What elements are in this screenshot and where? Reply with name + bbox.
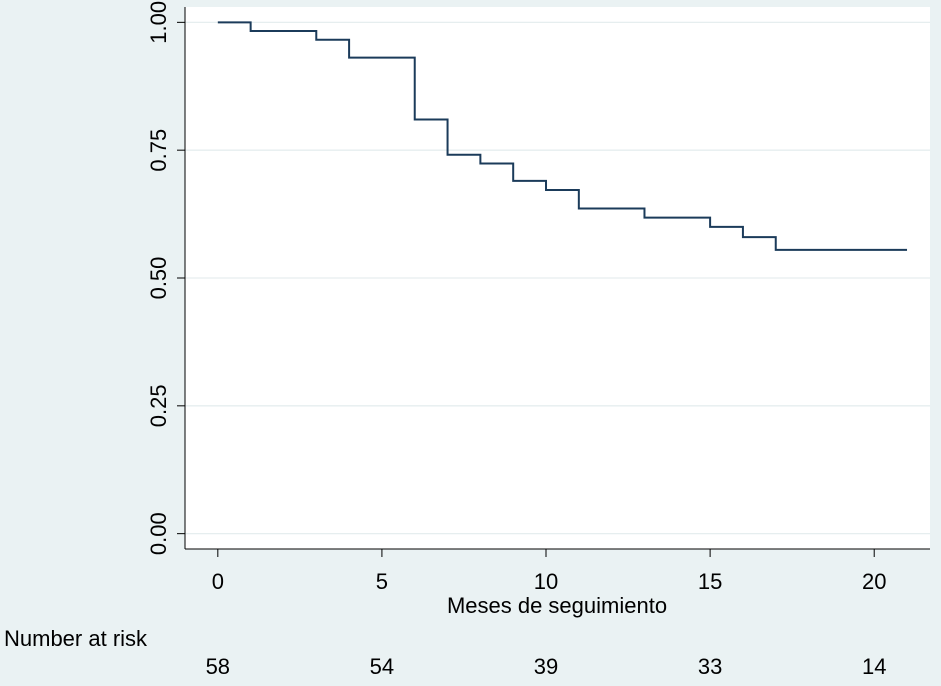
y-tick-label-1: 0.25 (146, 384, 171, 427)
risk-counts: 58 54 39 33 14 (206, 654, 887, 679)
x-tick-label-0: 0 (212, 569, 224, 594)
number-at-risk-label: Number at risk (4, 626, 148, 651)
x-axis-label: Meses de seguimiento (447, 593, 667, 618)
x-tick-label-4: 20 (862, 569, 886, 594)
x-ticks: 0 5 10 15 20 (212, 549, 886, 594)
risk-count-2: 39 (534, 654, 558, 679)
y-ticks: 0.00 0.25 0.50 0.75 1.00 (146, 1, 185, 555)
x-tick-label-1: 5 (376, 569, 388, 594)
survival-curve (217, 21, 908, 251)
risk-count-0: 58 (206, 654, 230, 679)
x-tick-label-3: 15 (698, 569, 722, 594)
risk-count-3: 33 (698, 654, 722, 679)
y-tick-label-3: 0.75 (146, 129, 171, 172)
risk-count-1: 54 (370, 654, 394, 679)
y-tick-label-0: 0.00 (146, 512, 171, 555)
risk-count-4: 14 (862, 654, 886, 679)
y-tick-label-4: 1.00 (146, 1, 171, 44)
grid-lines (185, 21, 930, 535)
x-tick-label-2: 10 (534, 569, 558, 594)
y-tick-label-2: 0.50 (146, 257, 171, 300)
